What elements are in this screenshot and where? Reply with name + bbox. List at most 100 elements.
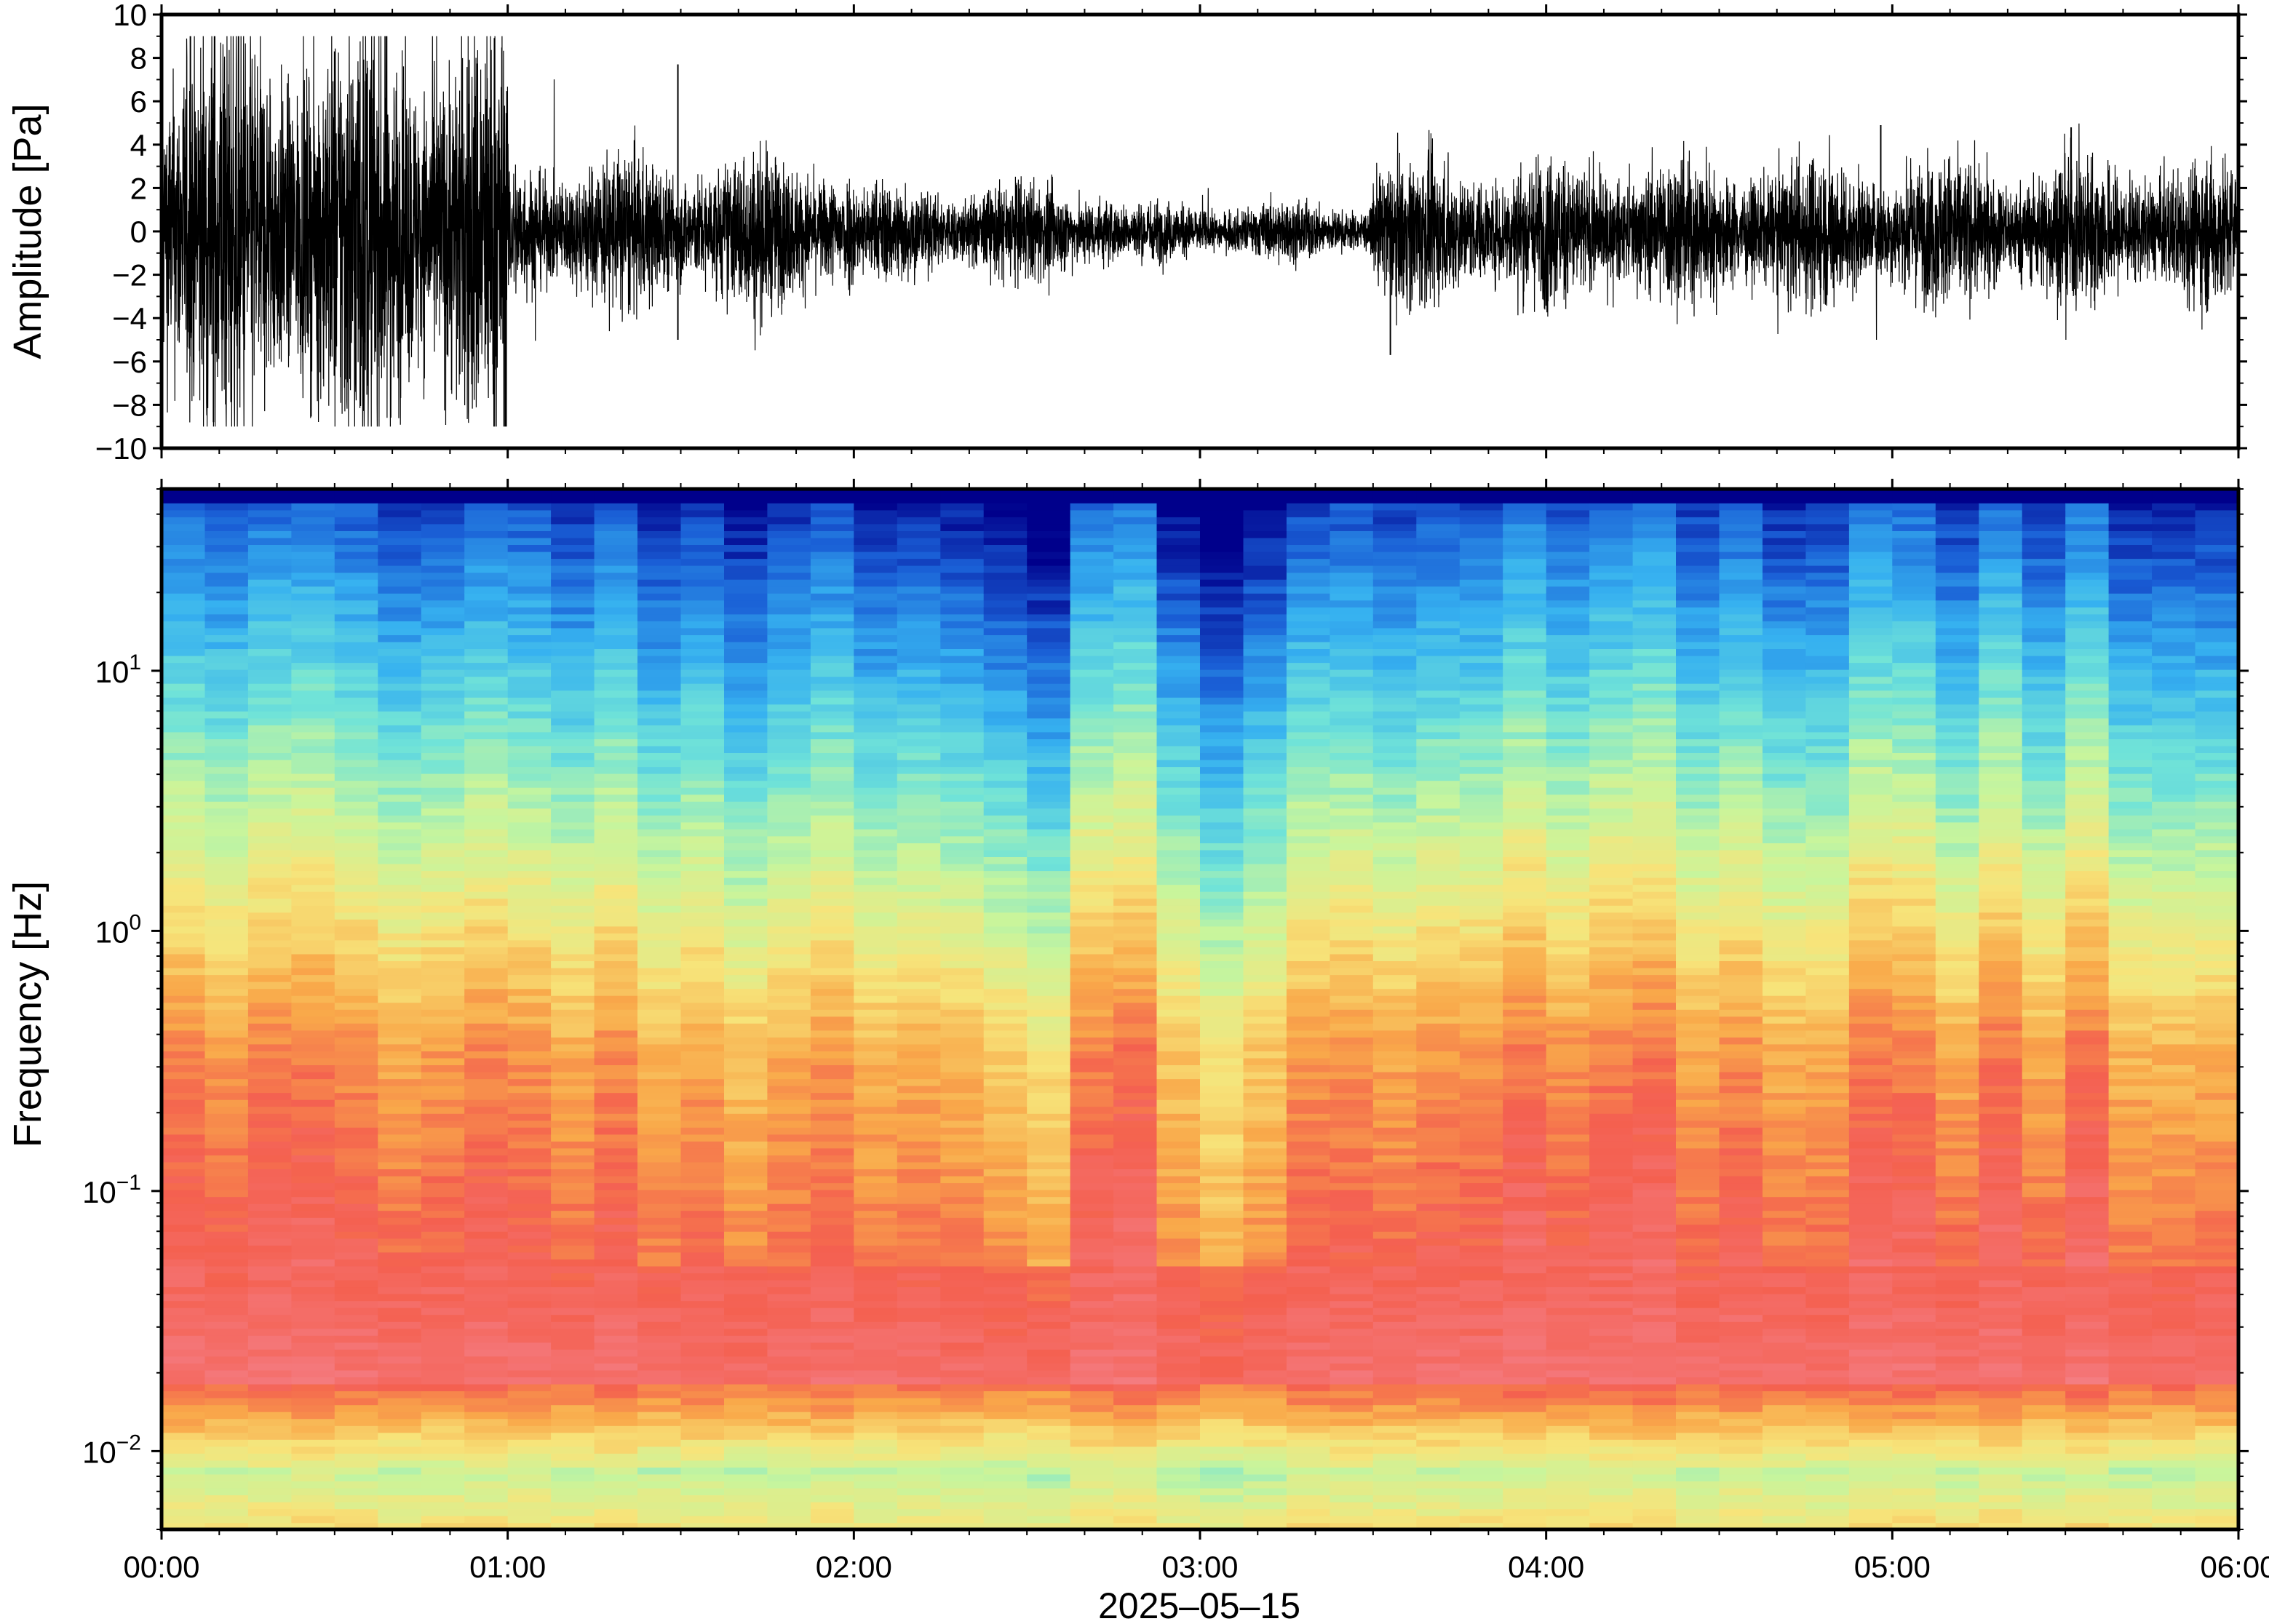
spectrogram-cell — [551, 682, 595, 691]
spectrogram-cell — [1113, 641, 1158, 649]
spectrogram-cell — [594, 1203, 639, 1211]
spectrogram-cell — [334, 905, 379, 913]
spectrogram-cell — [1200, 1106, 1244, 1114]
spectrogram-cell — [983, 967, 1028, 976]
spectrogram-cell — [1113, 572, 1158, 580]
spectrogram-cell — [724, 1043, 768, 1051]
spectrogram-cell — [421, 1446, 466, 1454]
spectrogram-cell — [724, 523, 768, 531]
spectrogram-cell — [637, 939, 682, 947]
spectrogram-cell — [854, 1508, 898, 1516]
spectrogram-cell — [334, 974, 379, 982]
spectrogram-cell — [1070, 682, 1115, 691]
spectrogram-cell — [680, 1224, 725, 1232]
spectrogram-cell — [1503, 1377, 1547, 1385]
spectrogram-cell — [854, 1487, 898, 1496]
spectrogram-cell — [1243, 1265, 1287, 1273]
spectrogram-cell — [897, 773, 942, 781]
spectrogram-cell — [464, 759, 509, 768]
spectrogram-cell — [983, 1307, 1028, 1315]
spectrogram-cell — [1027, 704, 1071, 712]
spectrogram-cell — [291, 1251, 335, 1259]
spectrogram-cell — [594, 1425, 639, 1433]
spectrogram-cell — [1286, 1175, 1331, 1184]
spectrogram-cell — [1027, 676, 1071, 684]
spectrogram-cell — [464, 1383, 509, 1392]
spectrogram-cell — [637, 551, 682, 560]
spectrogram-cell — [1200, 717, 1244, 725]
spectrogram-cell — [1113, 697, 1158, 705]
spectrogram-cell — [1243, 1030, 1287, 1038]
spectrogram-cell — [1200, 1078, 1244, 1086]
spectrogram-cell — [724, 981, 768, 990]
spectrogram-cell — [551, 856, 595, 864]
spectrogram-cell — [637, 682, 682, 691]
spectrogram-cell — [1156, 1314, 1201, 1322]
spectrogram-cell — [854, 1043, 898, 1051]
spectrogram-cell — [594, 1335, 639, 1343]
spectrogram-cell — [680, 974, 725, 982]
spectrogram-cell — [464, 1231, 509, 1239]
spectrogram-cell — [594, 739, 639, 747]
spectrogram-cell — [680, 1016, 725, 1024]
spectrogram-cell — [983, 551, 1028, 560]
spectrogram-cell — [204, 739, 249, 747]
spectrogram-cell — [1200, 1169, 1244, 1177]
spectrogram-cell — [940, 523, 985, 531]
spectrogram-cell — [1459, 1113, 1504, 1121]
spectrogram-cell — [507, 1141, 552, 1149]
spectrogram-cell — [1330, 731, 1374, 739]
spectrogram-cell — [1330, 676, 1374, 684]
spectrogram-cell — [767, 1134, 811, 1142]
spectrogram-cell — [940, 1446, 985, 1454]
spectrogram-cell — [854, 1418, 898, 1426]
spectrogram-cell — [1070, 960, 1115, 968]
spectrogram-cell — [421, 725, 466, 733]
spectrogram-cell — [680, 704, 725, 712]
spectrogram-cell — [1070, 1342, 1115, 1350]
spectrogram-cell — [1070, 1189, 1115, 1198]
spectrogram-cell — [1459, 704, 1504, 712]
spectrogram-cell — [1243, 1286, 1287, 1294]
spectrogram-cell — [1027, 1369, 1071, 1377]
spectrogram-cell — [940, 1494, 985, 1502]
spectrogram-cell — [1459, 655, 1504, 664]
spectrogram-cell — [897, 960, 942, 968]
spectrogram-cell — [1459, 1141, 1504, 1149]
spectrogram-cell — [378, 1161, 422, 1169]
spectrogram-cell — [507, 1335, 552, 1343]
spectrogram-cell — [247, 641, 293, 649]
spectrogram-cell — [940, 593, 985, 601]
spectrogram-cell — [1243, 495, 1287, 503]
spectrogram-cell — [551, 551, 595, 560]
spectrogram-cell — [378, 1377, 422, 1385]
spectrogram-cell — [724, 1363, 768, 1371]
spectrogram-cell — [204, 1134, 249, 1142]
spectrogram-cell — [1243, 808, 1287, 816]
spectrogram-cell — [637, 1286, 682, 1294]
spectrogram-cell — [163, 1397, 206, 1406]
spectrogram-cell — [247, 912, 293, 920]
spectrogram-cell — [680, 1085, 725, 1094]
spectrogram-cell — [1503, 621, 1547, 629]
spectrogram-cell — [163, 1023, 206, 1031]
spectrogram-cell — [551, 1473, 595, 1481]
spectrogram-cell — [1027, 572, 1071, 580]
spectrogram-cell — [378, 641, 422, 649]
spectrogram-cell — [1503, 849, 1547, 857]
spectrogram-cell — [1200, 877, 1244, 885]
spectrogram-cell — [204, 1328, 249, 1336]
spectrogram-cell — [897, 1314, 942, 1322]
spectrogram-cell — [1459, 1446, 1504, 1454]
spectrogram-cell — [637, 1467, 682, 1475]
spectrogram-cell — [507, 1349, 552, 1357]
spectrogram-cell — [897, 669, 942, 677]
spectrogram-cell — [810, 1120, 855, 1128]
spectrogram-cell — [291, 1182, 335, 1190]
spectrogram-cell — [1459, 1106, 1504, 1114]
spectrogram-cell — [1286, 953, 1331, 961]
spectrogram-cell — [1416, 697, 1461, 705]
spectrogram-cell — [247, 926, 293, 934]
spectrogram-cell — [680, 766, 725, 774]
